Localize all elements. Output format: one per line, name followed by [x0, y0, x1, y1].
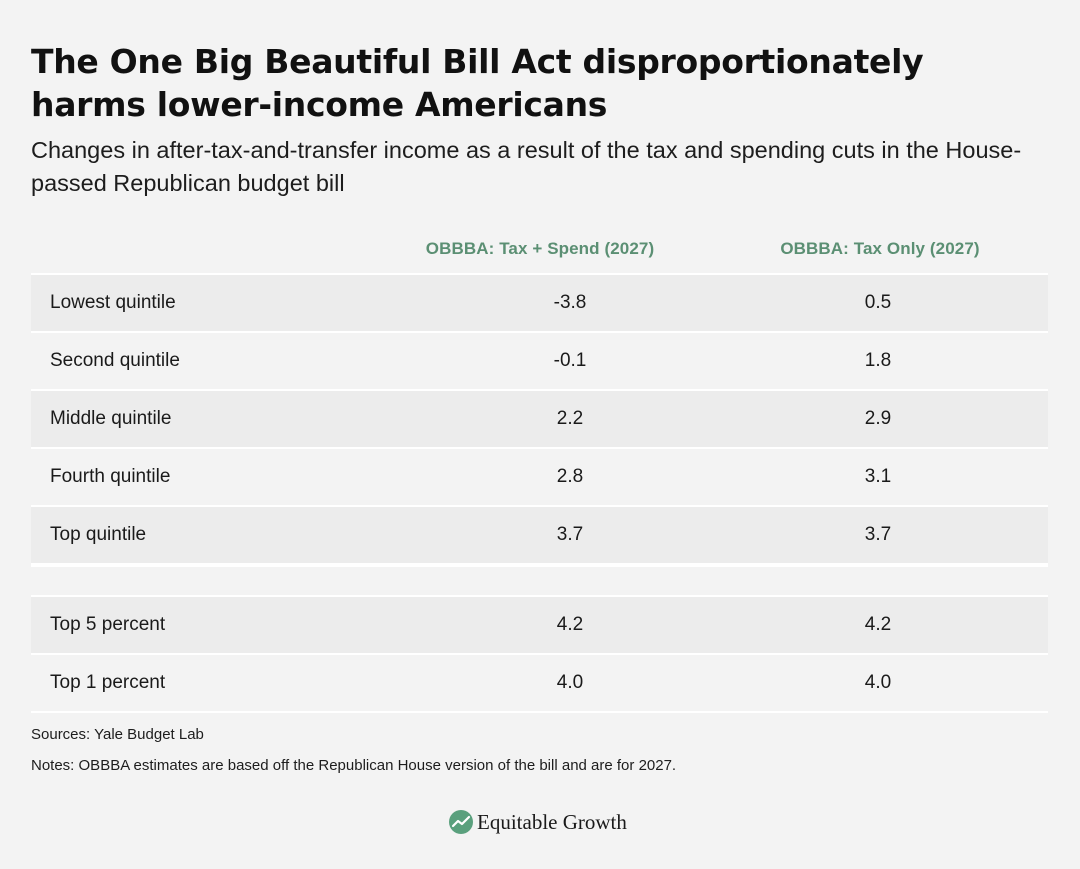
cell-tax-spend: 3.7	[556, 524, 584, 545]
data-table: Lowest quintile -3.8 0.5 Second quintile…	[31, 273, 1048, 713]
row-label: Middle quintile	[50, 408, 172, 429]
chart-subtitle: Changes in after-tax-and-transfer income…	[31, 137, 1022, 196]
cell-tax-only: 3.7	[864, 524, 892, 545]
table-row: Second quintile -0.1 1.8	[31, 331, 1048, 389]
cell-tax-only: 3.1	[864, 466, 892, 487]
cell-tax-spend: 4.2	[556, 614, 584, 635]
table-row: Top 1 percent 4.0 4.0	[31, 653, 1048, 713]
table-row: Fourth quintile 2.8 3.1	[31, 447, 1048, 505]
cell-tax-only: 4.2	[864, 614, 892, 635]
cell-tax-only: 0.5	[864, 292, 892, 313]
brand-name: Equitable Growth	[477, 809, 627, 834]
chart-title: The One Big Beautiful Bill Act dispropor…	[31, 42, 924, 124]
row-label: Top quintile	[50, 524, 147, 545]
cell-tax-spend: 2.2	[556, 408, 584, 429]
row-label: Top 1 percent	[50, 672, 166, 693]
cell-tax-only: 4.0	[864, 672, 892, 693]
row-label: Lowest quintile	[50, 292, 176, 313]
row-label: Second quintile	[50, 350, 180, 371]
cell-tax-spend: 4.0	[556, 672, 584, 693]
table-divider	[31, 565, 1048, 595]
cell-tax-spend: -3.8	[553, 292, 587, 313]
brand-logo[interactable]: Equitable Growth	[449, 808, 627, 836]
row-label: Top 5 percent	[50, 614, 166, 635]
table-row: Lowest quintile -3.8 0.5	[31, 273, 1048, 331]
table-row: Top 5 percent 4.2 4.2	[31, 595, 1048, 653]
cell-tax-spend: 2.8	[556, 466, 584, 487]
sources-note: Sources: Yale Budget Lab	[31, 726, 204, 743]
notes-text: Notes: OBBBA estimates are based off the…	[31, 757, 677, 774]
trend-line-icon	[449, 810, 473, 834]
table-row: Middle quintile 2.2 2.9	[31, 389, 1048, 447]
row-label: Fourth quintile	[50, 466, 171, 487]
cell-tax-only: 2.9	[864, 408, 892, 429]
cell-tax-spend: -0.1	[553, 350, 587, 371]
cell-tax-only: 1.8	[864, 350, 892, 371]
column-header-tax-only: OBBBA: Tax Only (2027)	[780, 239, 980, 258]
table-row: Top quintile 3.7 3.7	[31, 505, 1048, 565]
column-header-tax-spend: OBBBA: Tax + Spend (2027)	[425, 239, 655, 258]
